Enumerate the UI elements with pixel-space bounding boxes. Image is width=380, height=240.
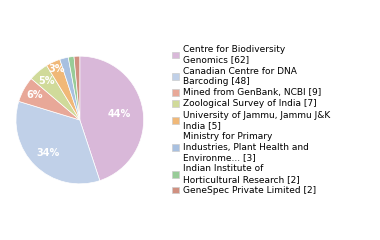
Wedge shape bbox=[74, 56, 80, 120]
Wedge shape bbox=[47, 59, 80, 120]
Wedge shape bbox=[60, 57, 80, 120]
Text: 3%: 3% bbox=[48, 64, 65, 74]
Wedge shape bbox=[80, 56, 144, 181]
Wedge shape bbox=[68, 56, 80, 120]
Wedge shape bbox=[19, 78, 80, 120]
Wedge shape bbox=[31, 66, 80, 120]
Wedge shape bbox=[16, 101, 100, 184]
Text: 6%: 6% bbox=[27, 90, 43, 101]
Text: 34%: 34% bbox=[36, 148, 59, 158]
Text: 44%: 44% bbox=[107, 109, 130, 119]
Legend: Centre for Biodiversity
Genomics [62], Canadian Centre for DNA
Barcoding [48], M: Centre for Biodiversity Genomics [62], C… bbox=[172, 45, 330, 195]
Text: 5%: 5% bbox=[38, 76, 55, 86]
